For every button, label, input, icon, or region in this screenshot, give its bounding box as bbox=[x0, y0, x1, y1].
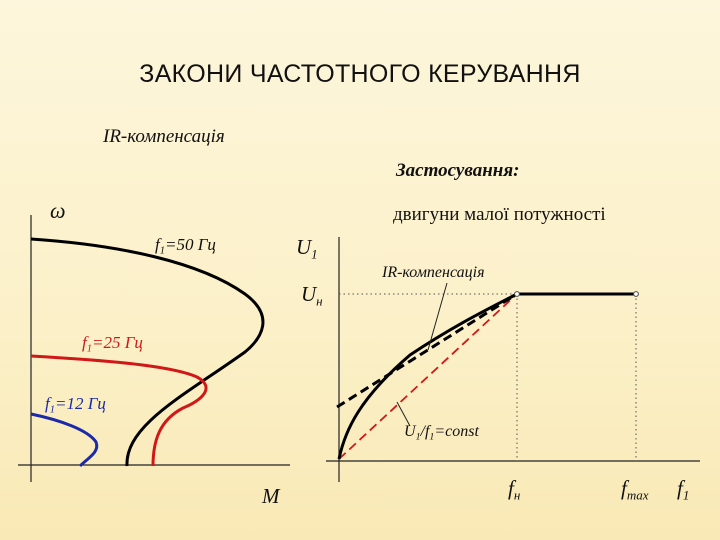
rated-point-marker bbox=[514, 291, 520, 297]
ratio-label-leader bbox=[396, 401, 411, 427]
curve-label-50hz-sub: 1 bbox=[159, 245, 165, 257]
curve-label-12hz-f: f bbox=[45, 394, 50, 413]
curve-label-50hz-f: f bbox=[155, 235, 160, 254]
max-point-marker bbox=[633, 291, 639, 297]
voltage-axis-sub: 1 bbox=[311, 246, 318, 262]
rated-voltage-sub: н bbox=[316, 293, 323, 309]
curve-label-12hz-value: =12 Гц bbox=[55, 394, 106, 413]
max-frequency-sub: max bbox=[626, 487, 649, 503]
curve-25hz bbox=[30, 354, 208, 467]
ir-label-leader bbox=[427, 282, 448, 351]
voltage-axis-label: U1 bbox=[296, 235, 318, 263]
curve-label-12hz-sub: 1 bbox=[49, 404, 55, 416]
ratio-const-line bbox=[338, 293, 518, 460]
ratio-f-sub: 1 bbox=[429, 431, 435, 443]
application-heading: Застосування: bbox=[396, 160, 520, 181]
rated-frequency-sub: н bbox=[513, 487, 521, 503]
curve-label-25hz-value: =25 Гц bbox=[92, 333, 143, 352]
curve-label-25hz-f: f bbox=[82, 333, 87, 352]
ir-compensation-asymptote bbox=[336, 292, 518, 409]
curve-label-12hz: f1=12 Гц bbox=[45, 394, 106, 416]
rated-frequency-label: fн bbox=[508, 476, 520, 504]
voltage-axis-symbol: U bbox=[296, 235, 312, 259]
curve-label-25hz: f1=25 Гц bbox=[82, 333, 143, 355]
curve-label-50hz: f1=50 Гц bbox=[155, 235, 216, 257]
rated-voltage-label: Uн bbox=[301, 282, 323, 310]
frequency-axis-symbol: f bbox=[677, 476, 683, 500]
voltage-frequency-curve bbox=[337, 292, 636, 460]
curve-label-50hz-value: =50 Гц bbox=[165, 235, 216, 254]
ratio-slash-f: /f bbox=[420, 423, 430, 440]
application-text: двигуни малої потужності bbox=[393, 204, 606, 225]
curve-12hz bbox=[30, 412, 99, 468]
ratio-const-label: U1/f1=const bbox=[404, 423, 479, 442]
max-frequency-symbol: f bbox=[621, 476, 627, 500]
ratio-u-sub: 1 bbox=[415, 431, 421, 443]
ir-compensation-heading: IR-компенсація bbox=[103, 126, 225, 147]
rated-frequency-symbol: f bbox=[508, 476, 514, 500]
ratio-const: =const bbox=[434, 423, 479, 440]
rated-voltage-symbol: U bbox=[301, 282, 317, 306]
frequency-axis-label: f1 bbox=[677, 476, 689, 504]
frequency-axis-sub: 1 bbox=[682, 487, 690, 503]
max-frequency-label: fmax bbox=[621, 476, 649, 504]
omega-axis-label: ω bbox=[50, 198, 66, 223]
ir-compensation-line-label: IR-компенсація bbox=[382, 264, 485, 281]
torque-axis-label: M bbox=[262, 484, 280, 508]
curve-label-25hz-sub: 1 bbox=[86, 343, 92, 355]
ratio-u: U bbox=[404, 423, 416, 440]
curve-50hz bbox=[30, 237, 265, 467]
slide-title: ЗАКОНИ ЧАСТОТНОГО КЕРУВАННЯ bbox=[139, 60, 581, 88]
